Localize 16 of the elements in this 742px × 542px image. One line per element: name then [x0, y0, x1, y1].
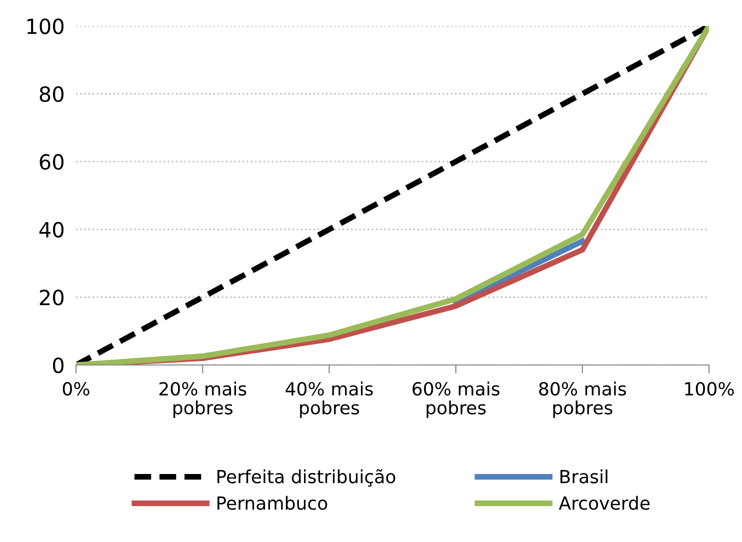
y-tick-label: 100	[27, 18, 64, 34]
x-tick-label: 0%	[62, 382, 90, 396]
y-tick-label: 40	[39, 222, 64, 238]
x-tick-label: 60% mais pobres	[412, 382, 500, 418]
x-tick-label: 40% mais pobres	[286, 382, 373, 418]
x-tick-label: 80% mais pobres	[539, 382, 626, 418]
y-tick-label: 20	[40, 290, 64, 306]
legend-label: Pernambuco	[217, 496, 328, 510]
legend-label: Arcoverde	[558, 496, 650, 510]
y-tick-label: 80	[40, 86, 64, 102]
legend-label: Brasil	[560, 469, 608, 484]
legend-label: Perfeita distribuição	[217, 469, 396, 487]
x-tick-label: 100%	[685, 382, 734, 396]
y-tick-label: 60	[40, 154, 64, 170]
x-tick-label: 20% mais pobres	[159, 382, 246, 418]
y-tick-label: 0	[53, 357, 64, 374]
